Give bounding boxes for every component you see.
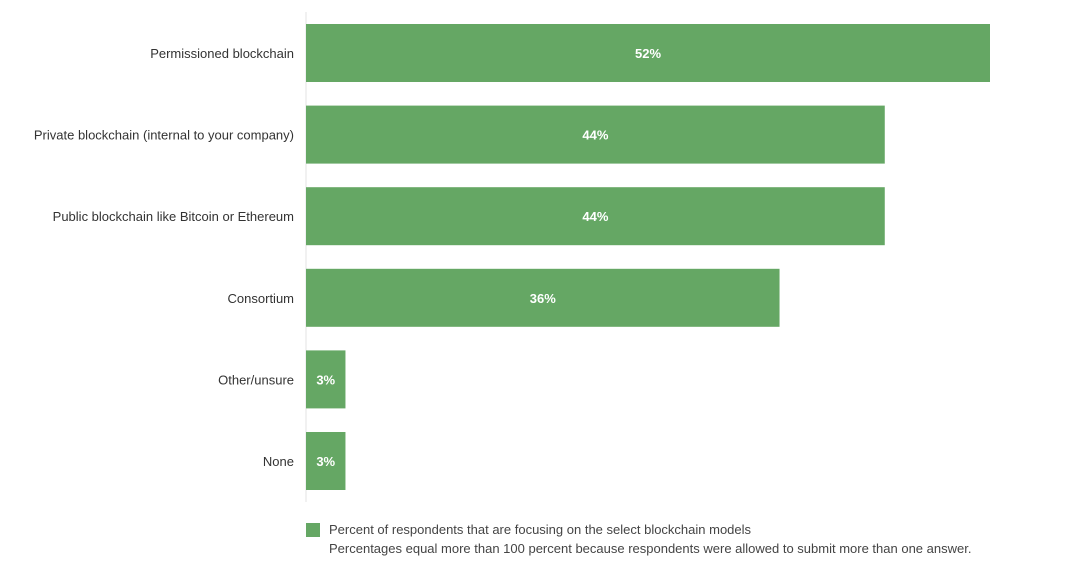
legend-series-label: Percent of respondents that are focusing… — [329, 522, 752, 537]
bar-1 — [306, 105, 885, 164]
bar-3 — [306, 268, 780, 327]
bar-4 — [306, 350, 346, 409]
value-label-1: 44% — [582, 128, 608, 143]
bar-2 — [306, 187, 885, 246]
category-label-5: None — [263, 454, 294, 469]
category-label-2: Public blockchain like Bitcoin or Ethere… — [53, 209, 294, 224]
category-label-0: Permissioned blockchain — [150, 46, 294, 61]
legend-swatch — [306, 523, 320, 537]
category-label-4: Other/unsure — [218, 372, 294, 387]
value-label-5: 3% — [316, 454, 335, 469]
category-label-1: Private blockchain (internal to your com… — [34, 128, 294, 143]
value-label-2: 44% — [582, 209, 608, 224]
value-label-4: 3% — [316, 372, 335, 387]
value-label-3: 36% — [530, 291, 556, 306]
value-label-0: 52% — [635, 46, 661, 61]
bar-5 — [306, 432, 346, 490]
category-label-3: Consortium — [228, 291, 294, 306]
legend-note: Percentages equal more than 100 percent … — [329, 541, 972, 556]
bar-0 — [306, 24, 990, 82]
